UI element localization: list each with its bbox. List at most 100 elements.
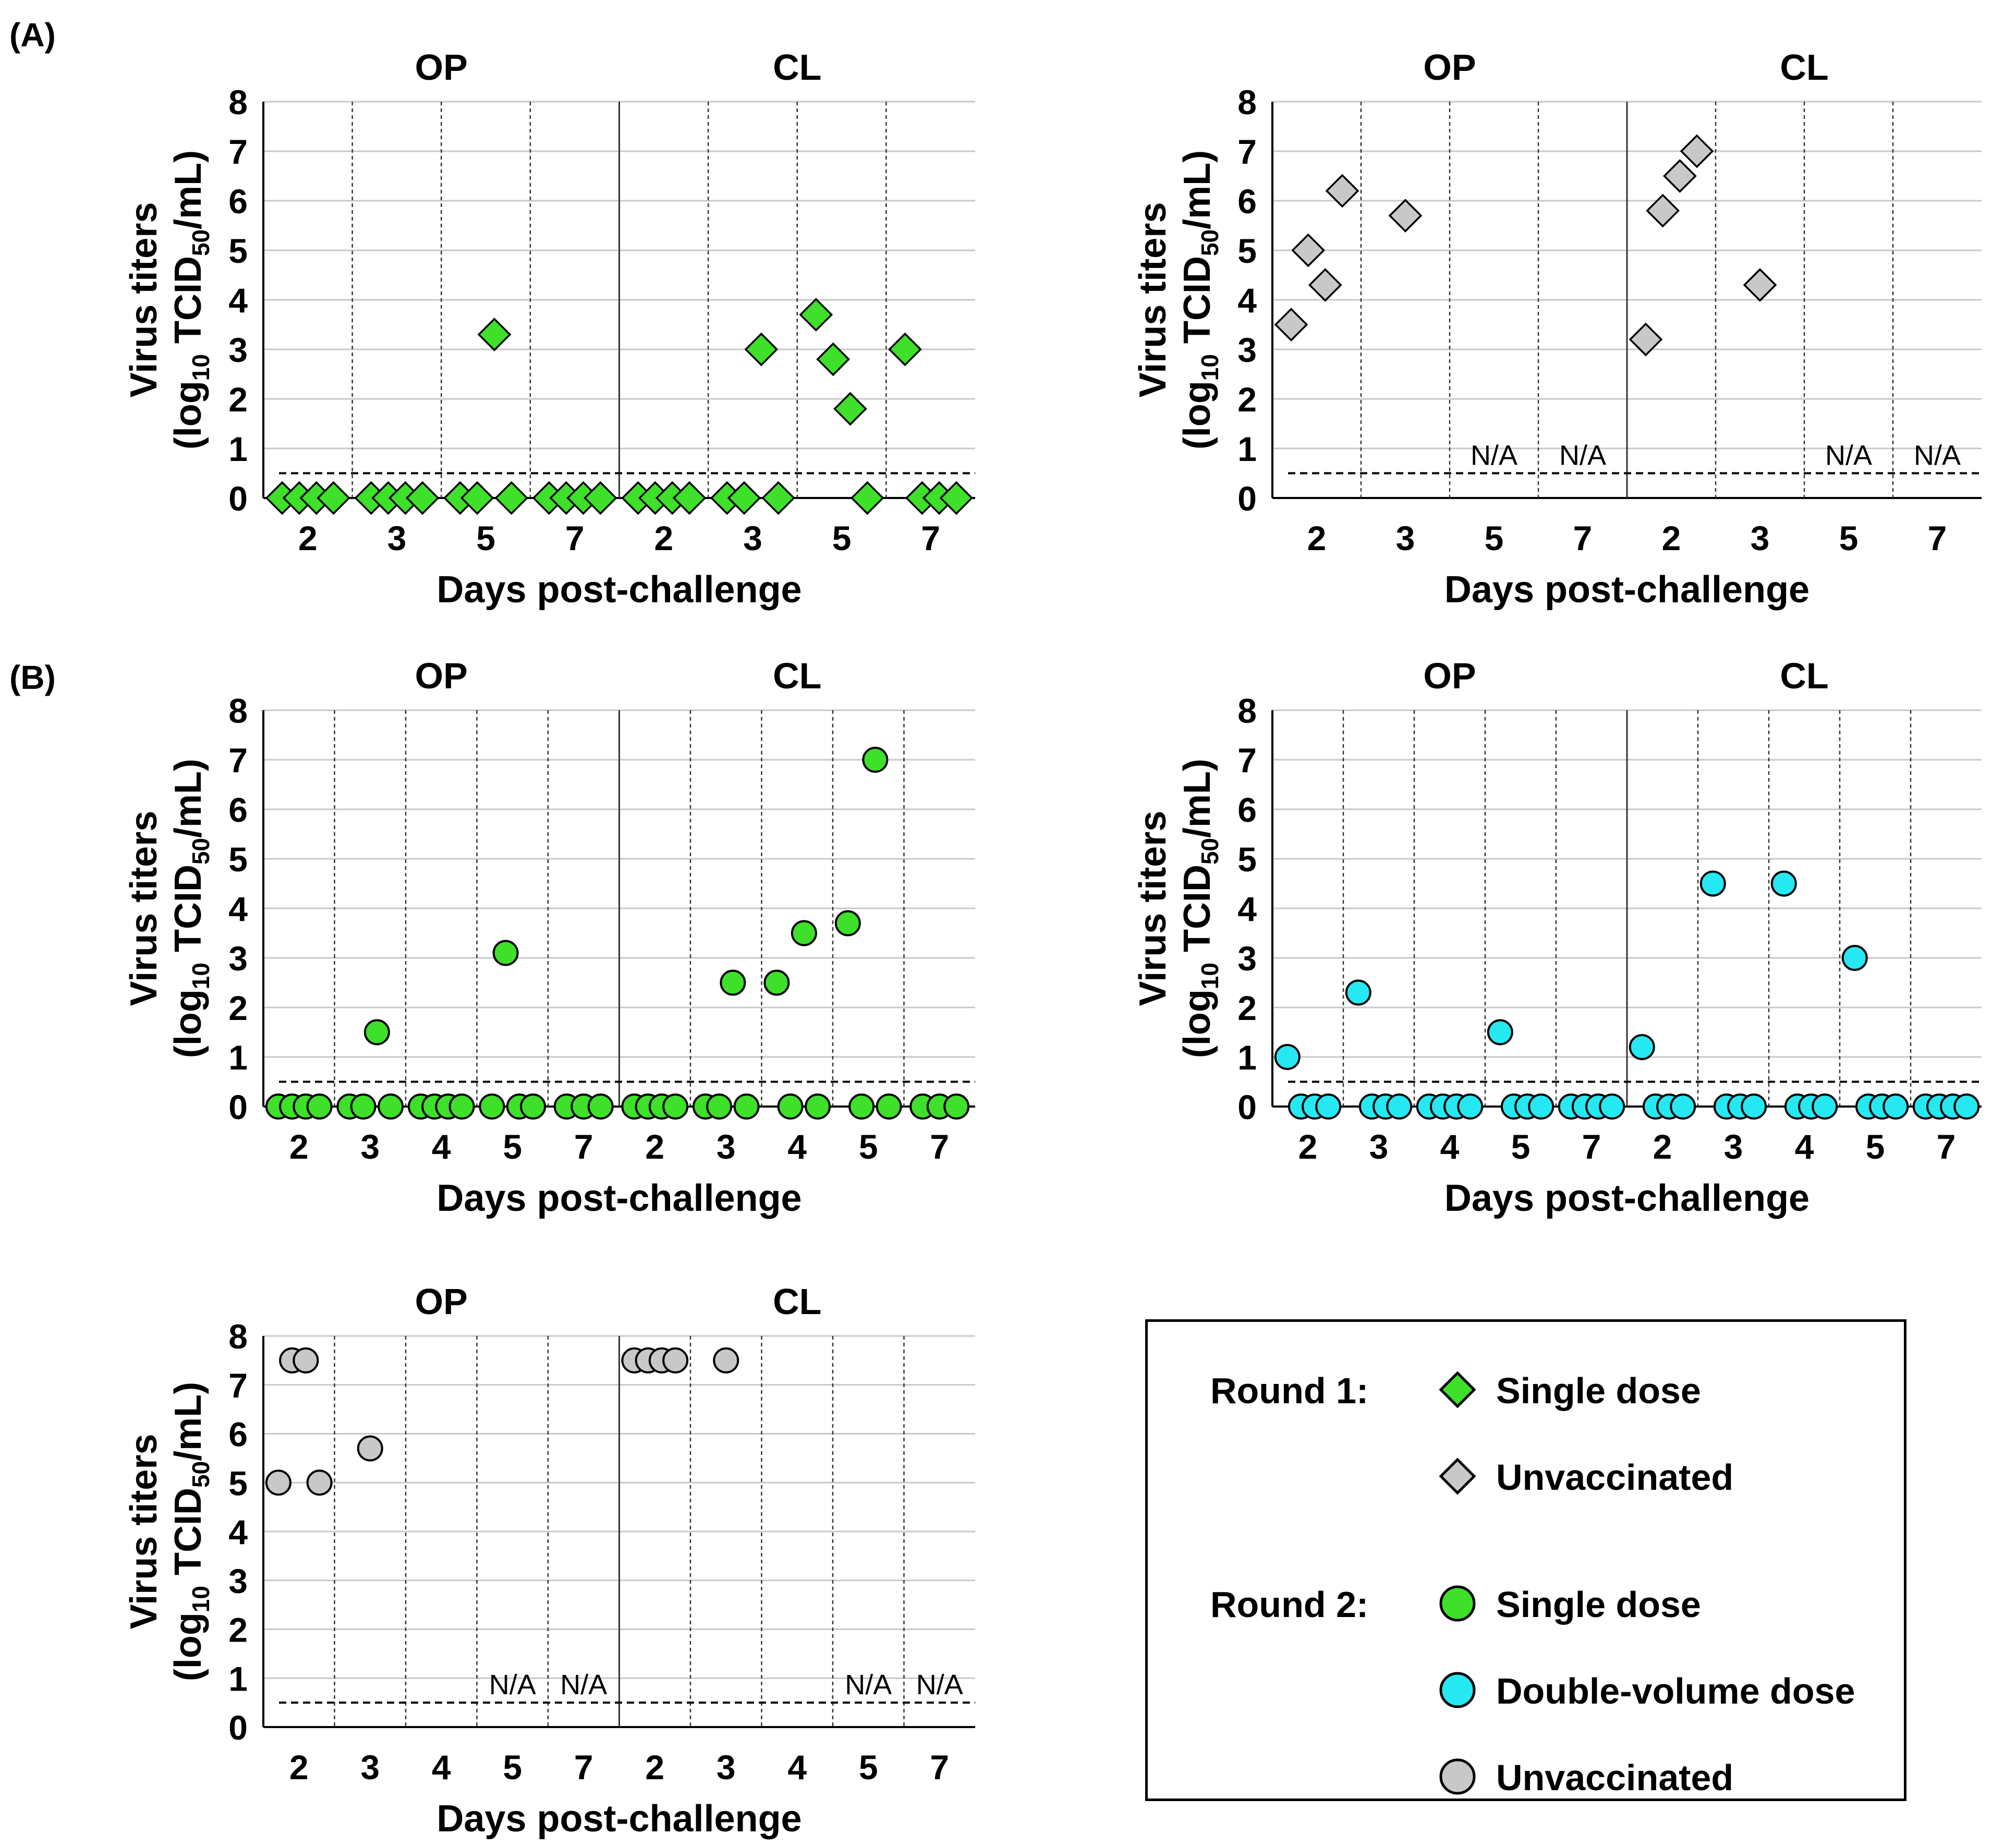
group-label: CL xyxy=(773,47,821,88)
x-tick-label: 5 xyxy=(503,1127,522,1166)
x-tick-label: 7 xyxy=(565,519,585,557)
legend-round2-label: Round 2: xyxy=(1210,1584,1369,1625)
x-tick-label: 2 xyxy=(289,1748,309,1787)
y-axis-title-text: TCID xyxy=(167,256,209,354)
y-tick-label: 7 xyxy=(228,741,248,780)
x-tick-label: 3 xyxy=(716,1748,736,1787)
na-label: N/A xyxy=(1471,440,1517,471)
y-axis-title-line2: (log10 TCID50/mL) xyxy=(167,759,214,1058)
y-tick-label: 6 xyxy=(228,791,248,829)
x-tick-label: 7 xyxy=(1582,1127,1601,1166)
data-point xyxy=(306,1093,333,1120)
x-tick-label: 3 xyxy=(1751,519,1770,557)
x-tick-label: 5 xyxy=(1485,519,1504,557)
x-tick-label: 2 xyxy=(1653,1127,1672,1166)
panel-label-b: (B) xyxy=(9,659,56,696)
y-tick-label: 8 xyxy=(228,691,248,730)
y-tick-label: 5 xyxy=(228,840,248,879)
data-point xyxy=(477,318,512,351)
subscript: 10 xyxy=(1196,354,1223,381)
x-tick-label: 3 xyxy=(387,519,407,557)
y-axis-title-text: TCID xyxy=(167,1488,209,1586)
y-axis-title: Virus titers(log10 TCID50/mL) xyxy=(123,150,214,449)
y-axis-title: Virus titers(log10 TCID50/mL) xyxy=(1132,759,1223,1058)
x-tick-label: 2 xyxy=(1298,1127,1318,1166)
y-tick-label: 8 xyxy=(228,83,248,121)
x-tick-label: 7 xyxy=(930,1748,949,1787)
y-tick-label: 1 xyxy=(228,430,248,468)
x-tick-label: 7 xyxy=(574,1748,593,1787)
y-tick-label: 3 xyxy=(228,331,248,369)
group-label: CL xyxy=(773,655,821,696)
data-point xyxy=(816,342,851,376)
y-axis-title-line2: (log10 TCID50/mL) xyxy=(167,1382,214,1681)
y-tick-label: 3 xyxy=(228,939,248,978)
y-axis-title-line1: Virus titers xyxy=(123,1434,165,1630)
y-tick-label: 1 xyxy=(1237,1038,1257,1077)
legend-item-round1-single-dose: Single dose xyxy=(1496,1370,1701,1411)
group-label: CL xyxy=(1780,655,1828,696)
y-tick-label: 7 xyxy=(1237,741,1257,780)
data-point xyxy=(293,1347,319,1374)
y-tick-label: 0 xyxy=(1237,479,1257,518)
na-label: N/A xyxy=(916,1669,963,1700)
x-axis-title: Days post-challenge xyxy=(436,1177,801,1219)
x-tick-label: 4 xyxy=(432,1127,451,1166)
data-point xyxy=(1741,1093,1767,1120)
data-point xyxy=(1291,233,1326,268)
y-axis-title-text: (log xyxy=(167,1612,209,1681)
subscript: 10 xyxy=(187,1586,214,1612)
y-tick-label: 2 xyxy=(1237,989,1257,1027)
data-point xyxy=(744,332,779,367)
y-tick-label: 5 xyxy=(228,1464,248,1502)
x-tick-label: 5 xyxy=(859,1748,878,1787)
data-point xyxy=(862,747,889,773)
data-point xyxy=(1487,1019,1513,1046)
data-point xyxy=(350,1093,377,1120)
x-tick-label: 2 xyxy=(654,519,673,557)
y-tick-label: 0 xyxy=(1237,1088,1257,1126)
x-tick-label: 3 xyxy=(716,1127,736,1166)
data-point xyxy=(713,1347,739,1374)
data-point xyxy=(1812,1093,1838,1120)
y-axis-title-line1: Virus titers xyxy=(1132,811,1174,1006)
y-axis-title-text: /mL) xyxy=(1176,759,1218,838)
y-tick-label: 1 xyxy=(228,1038,248,1077)
subscript: 50 xyxy=(187,229,214,256)
legend-round1-label: Round 1: xyxy=(1210,1370,1369,1411)
panel-label-a: (A) xyxy=(9,16,56,54)
data-point xyxy=(1646,193,1680,228)
y-tick-label: 5 xyxy=(1237,232,1257,270)
na-label: N/A xyxy=(1559,440,1606,471)
group-label: OP xyxy=(1423,655,1476,696)
y-tick-label: 1 xyxy=(1237,430,1257,468)
data-point xyxy=(494,481,529,515)
data-point xyxy=(763,969,790,996)
y-tick-label: 7 xyxy=(1237,132,1257,171)
y-tick-label: 0 xyxy=(228,1088,248,1126)
data-point xyxy=(672,481,707,515)
x-axis-title: Days post-challenge xyxy=(436,1798,801,1840)
y-tick-label: 6 xyxy=(228,1415,248,1454)
legend-gray-circle-icon xyxy=(1439,1758,1476,1795)
y-axis-title: Virus titers(log10 TCID50/mL) xyxy=(123,1382,214,1681)
data-point xyxy=(1953,1093,1980,1120)
na-label: N/A xyxy=(1825,440,1872,471)
y-tick-label: 3 xyxy=(1237,939,1257,978)
y-axis-title-text: /mL) xyxy=(1176,150,1218,229)
group-label: OP xyxy=(1423,47,1476,88)
x-tick-label: 2 xyxy=(1307,519,1327,557)
data-point xyxy=(1699,870,1726,897)
data-point xyxy=(727,481,761,515)
legend-cyan-circle-icon xyxy=(1439,1672,1476,1708)
na-label: N/A xyxy=(560,1669,607,1700)
data-point xyxy=(1770,870,1797,897)
y-axis-title-text: /mL) xyxy=(167,759,209,838)
y-tick-label: 4 xyxy=(1237,281,1257,320)
data-point xyxy=(1274,1044,1301,1070)
y-axis-title-text: TCID xyxy=(167,865,209,963)
data-point xyxy=(1629,322,1663,357)
